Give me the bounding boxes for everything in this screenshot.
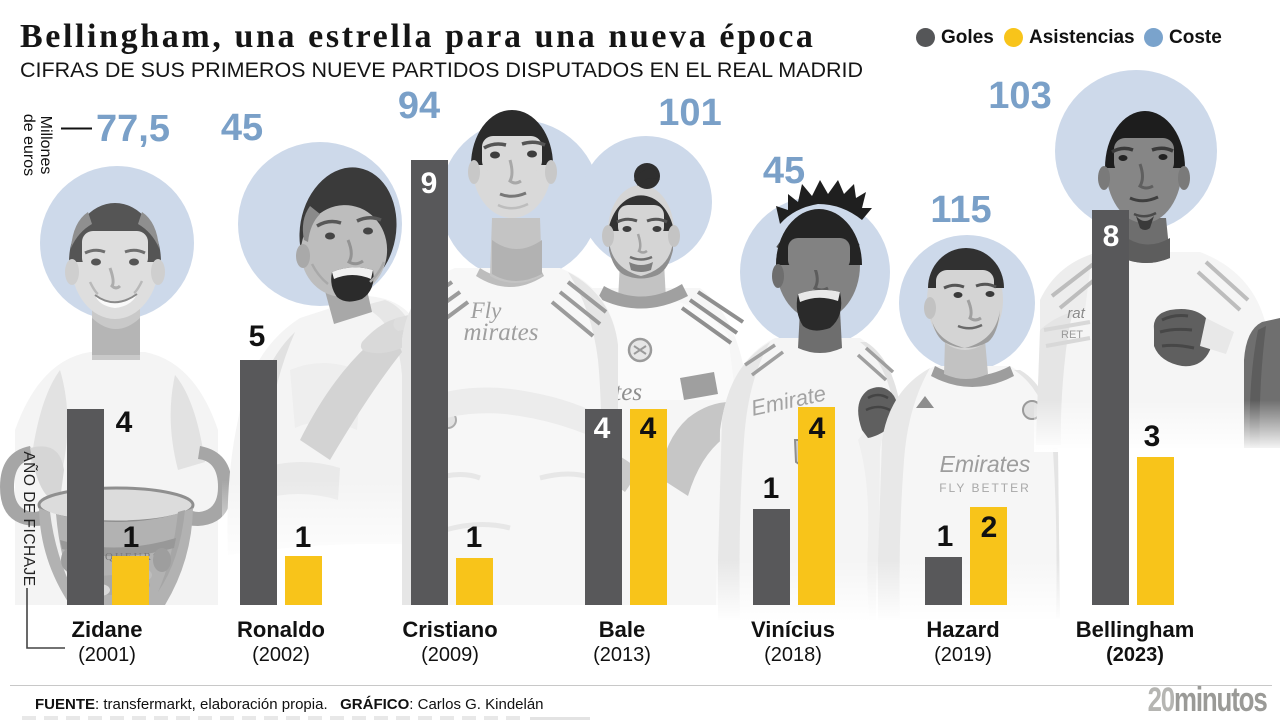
svg-text:mirates: mirates [464,319,539,346]
svg-text:Emirates: Emirates [940,451,1031,477]
svg-text:Fly: Fly [470,298,502,323]
svg-text:RET: RET [1061,329,1083,341]
svg-text:rat: rat [1067,305,1085,322]
svg-text:FLY BETTER: FLY BETTER [939,481,1031,495]
